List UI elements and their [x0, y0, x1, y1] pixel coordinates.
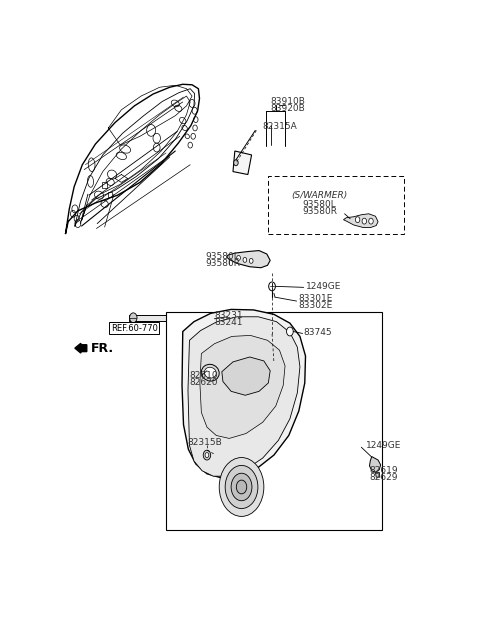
- Text: 83920B: 83920B: [270, 104, 305, 113]
- Text: 1249GE: 1249GE: [305, 282, 341, 291]
- Bar: [166, 312, 382, 530]
- Polygon shape: [344, 214, 378, 227]
- Circle shape: [287, 327, 293, 336]
- Polygon shape: [370, 457, 381, 472]
- Polygon shape: [182, 310, 305, 478]
- Text: 1249GE: 1249GE: [366, 441, 401, 450]
- Circle shape: [249, 259, 253, 263]
- Text: 93580L: 93580L: [303, 201, 336, 210]
- Text: 83302E: 83302E: [298, 301, 332, 310]
- Circle shape: [205, 453, 209, 457]
- Text: 82620: 82620: [190, 378, 218, 387]
- Circle shape: [225, 466, 258, 508]
- FancyBboxPatch shape: [268, 176, 404, 234]
- Polygon shape: [233, 151, 252, 175]
- Ellipse shape: [202, 364, 219, 381]
- Circle shape: [362, 218, 367, 224]
- Circle shape: [130, 313, 137, 323]
- Bar: [129, 315, 276, 320]
- Polygon shape: [188, 317, 300, 476]
- Circle shape: [203, 450, 211, 460]
- Polygon shape: [227, 250, 270, 268]
- Text: 93580L: 93580L: [205, 252, 239, 261]
- Text: 83910B: 83910B: [270, 97, 305, 106]
- Text: 83301E: 83301E: [298, 294, 333, 303]
- Polygon shape: [222, 357, 270, 395]
- Bar: [108, 192, 112, 197]
- Text: 93580R: 93580R: [302, 207, 337, 217]
- Text: REF.60-770: REF.60-770: [111, 324, 158, 333]
- Text: (S/WARMER): (S/WARMER): [291, 190, 348, 199]
- Circle shape: [236, 480, 247, 494]
- Circle shape: [269, 282, 276, 290]
- Text: 93580R: 93580R: [205, 259, 240, 268]
- FancyArrow shape: [75, 343, 87, 353]
- Circle shape: [237, 255, 240, 261]
- Bar: [102, 182, 107, 189]
- Text: 82610: 82610: [190, 371, 218, 380]
- Polygon shape: [200, 336, 285, 438]
- Text: 82315B: 82315B: [187, 438, 222, 447]
- Text: 83231: 83231: [215, 311, 243, 320]
- Text: 82619: 82619: [369, 466, 398, 475]
- Circle shape: [369, 218, 373, 224]
- Circle shape: [234, 160, 238, 166]
- Circle shape: [243, 257, 247, 262]
- Text: FR.: FR.: [91, 341, 114, 355]
- Polygon shape: [375, 472, 380, 477]
- Text: 83745: 83745: [304, 328, 332, 337]
- Ellipse shape: [204, 368, 216, 378]
- Text: 82629: 82629: [370, 473, 398, 482]
- Circle shape: [231, 473, 252, 501]
- Text: 83241: 83241: [215, 318, 243, 327]
- Text: 82315A: 82315A: [263, 122, 298, 131]
- Circle shape: [219, 457, 264, 517]
- Circle shape: [355, 217, 360, 222]
